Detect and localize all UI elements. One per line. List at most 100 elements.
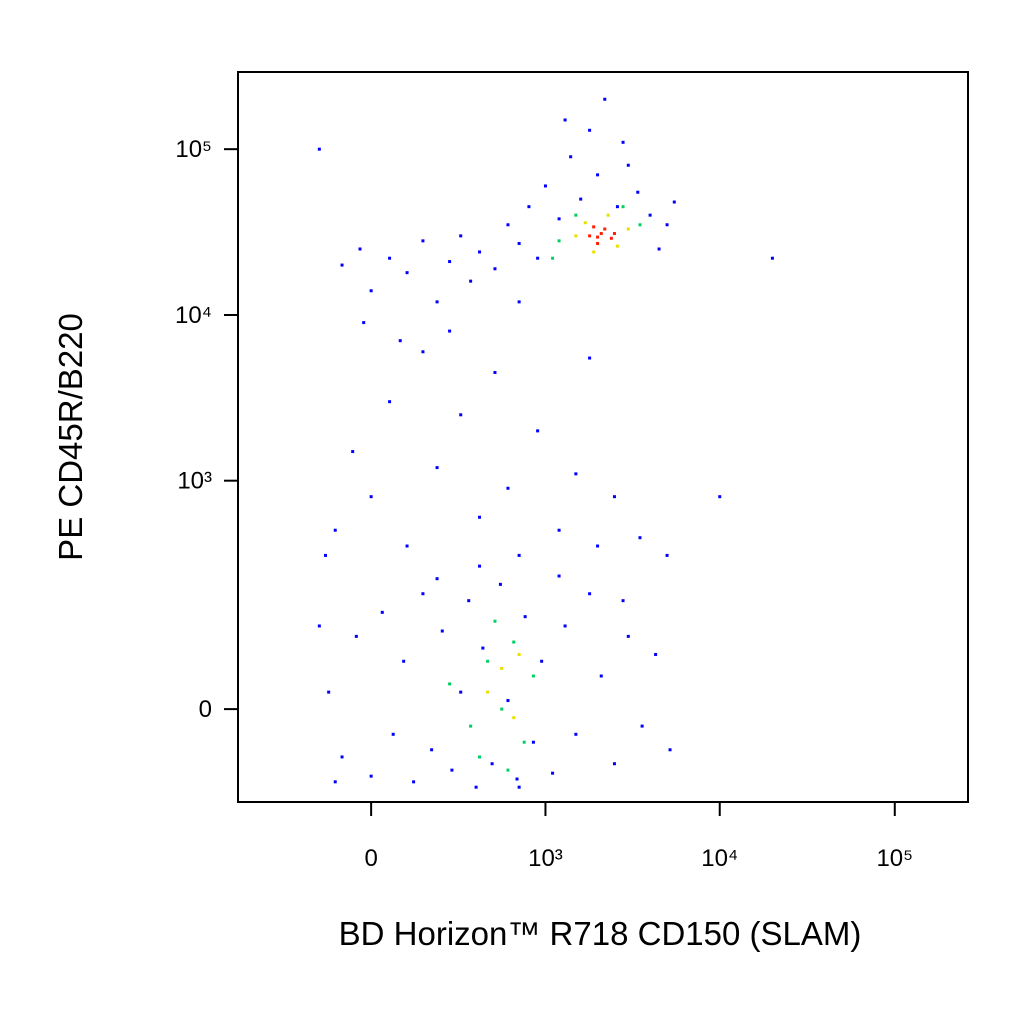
data-point (517, 241, 521, 245)
data-point (563, 624, 567, 628)
x-tick-label: 0 (364, 845, 377, 872)
data-point (574, 472, 578, 476)
data-point (380, 610, 384, 614)
data-point (626, 227, 630, 231)
data-point (493, 267, 497, 271)
data-point (574, 732, 578, 736)
data-point (574, 234, 578, 238)
data-point (621, 140, 625, 144)
data-point (506, 486, 510, 490)
data-point (612, 232, 616, 236)
data-point (638, 223, 642, 227)
x-tick-label: 10³ (528, 845, 563, 872)
data-point (551, 256, 555, 260)
data-point (388, 256, 392, 260)
data-point (621, 599, 625, 603)
data-point (317, 147, 321, 151)
data-point (327, 690, 331, 694)
data-point (486, 690, 490, 694)
data-point (626, 634, 630, 638)
y-tick-label: 10³ (177, 468, 212, 495)
data-point (563, 118, 567, 122)
data-point (469, 724, 473, 728)
data-point (405, 271, 409, 275)
data-point (493, 619, 497, 623)
data-point (340, 263, 344, 267)
data-point (536, 429, 540, 433)
data-point (588, 356, 592, 360)
data-point (579, 197, 583, 201)
data-point (603, 227, 607, 231)
data-point (672, 200, 676, 204)
data-point (435, 300, 439, 304)
data-point (512, 716, 516, 720)
data-point (599, 674, 603, 678)
data-point (450, 768, 454, 772)
data-point (531, 674, 535, 678)
data-point (333, 528, 337, 532)
x-tick-label: 10⁵ (876, 845, 913, 872)
data-point (405, 544, 409, 548)
data-point (770, 256, 774, 260)
data-point (369, 289, 373, 293)
data-point (506, 768, 510, 772)
data-point (333, 780, 337, 784)
data-point (398, 339, 402, 343)
data-point (430, 748, 434, 752)
data-point (421, 592, 425, 596)
data-point (459, 690, 463, 694)
y-tick-label: 10⁵ (175, 136, 212, 163)
y-axis-label: PE CD45R/B220 (52, 313, 89, 561)
data-point (358, 247, 362, 251)
data-point (448, 260, 452, 264)
data-point (606, 213, 610, 217)
data-point (596, 544, 600, 548)
data-point (569, 155, 573, 159)
data-point (574, 213, 578, 217)
data-point (596, 173, 600, 177)
data-point (557, 217, 561, 221)
data-point (540, 659, 544, 663)
data-point (490, 762, 494, 766)
data-point (478, 250, 482, 254)
y-tick-label: 10⁴ (175, 302, 212, 329)
data-point (588, 234, 592, 238)
data-point (621, 205, 625, 209)
data-point (615, 244, 619, 248)
data-point (498, 582, 502, 586)
data-point (515, 777, 519, 781)
data-point (517, 300, 521, 304)
data-point (478, 755, 482, 759)
data-point (478, 564, 482, 568)
data-point (486, 659, 490, 663)
data-point (557, 239, 561, 243)
data-point (557, 528, 561, 532)
plot-frame (237, 71, 969, 803)
data-point (557, 574, 561, 578)
data-point (612, 762, 616, 766)
data-point (412, 780, 416, 784)
data-point (435, 577, 439, 581)
data-point (500, 666, 504, 670)
data-point (640, 724, 644, 728)
data-point (512, 640, 516, 644)
data-point (599, 232, 603, 236)
data-point (596, 241, 600, 245)
data-point (592, 225, 596, 229)
data-point (467, 599, 471, 603)
data-point (459, 413, 463, 417)
data-point (421, 239, 425, 243)
data-point (536, 256, 540, 260)
data-point (517, 553, 521, 557)
data-point (391, 732, 395, 736)
data-point (435, 466, 439, 470)
data-point (478, 515, 482, 519)
data-point (592, 250, 596, 254)
data-point (493, 370, 497, 374)
data-point (421, 350, 425, 354)
data-point (340, 755, 344, 759)
data-point (612, 495, 616, 499)
data-point (354, 634, 358, 638)
x-axis-label: BD Horizon™ R718 CD150 (SLAM) (339, 915, 862, 952)
